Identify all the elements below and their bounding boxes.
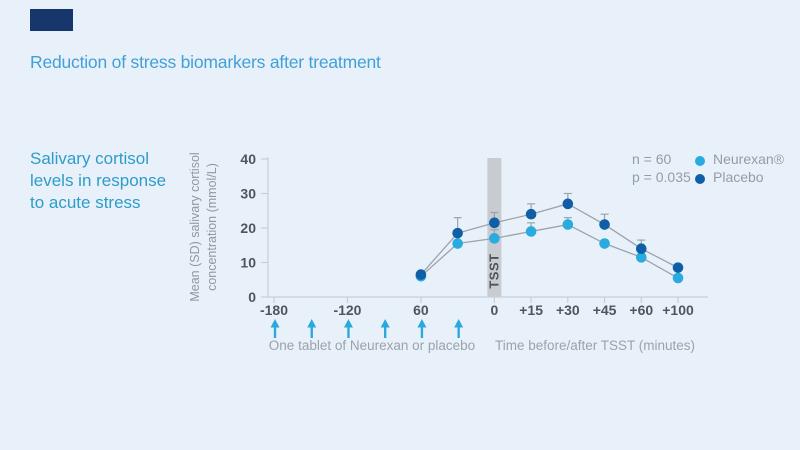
dose-caption: One tablet of Neurexan or placebo [268,338,476,353]
dose-arrow-head [454,319,464,328]
dose-arrow-head [380,319,390,328]
neurexan-point [562,219,574,230]
chart-subtitle: Salivary cortisol levels in response to … [30,149,167,212]
y-tick-label: 30 [240,186,256,202]
legend-label-placebo: Placebo [713,169,764,185]
y-tick-label: 0 [248,289,256,305]
y-tick-label: 40 [240,151,256,167]
tsst-label: TSST [486,253,501,288]
placebo-point [415,269,427,280]
x-tick-label: +15 [519,302,543,318]
x-tick-label: -180 [260,302,288,318]
x-tick-label: 0 [490,302,498,318]
y-tick-label: 20 [240,220,256,236]
x-tick-label: -120 [333,302,361,318]
logo-block [30,9,73,31]
dose-arrow-head [417,319,427,328]
time-axis-caption: Time before/after TSST (minutes) [494,338,696,353]
x-tick-label: +30 [556,302,580,318]
dose-arrow-head [270,319,280,328]
page-title: Reduction of stress biomarkers after tre… [30,52,381,72]
dose-arrow-head [343,319,353,328]
neurexan-point [452,238,463,249]
x-tick-label: +60 [629,302,653,318]
neurexan-point [599,238,610,249]
placebo-point [672,262,684,273]
neurexan-point [636,252,647,263]
neurexan-line [420,223,679,279]
y-tick-label: 10 [240,255,256,271]
placebo-point [452,227,463,239]
x-tick-label: 60 [413,302,429,318]
legend-label-neurexan: Neurexan® [713,151,785,167]
dose-arrow-head [307,319,317,328]
placebo-point [489,217,500,229]
legend-dot-placebo [695,174,705,184]
placebo-point [562,198,574,210]
placebo-point [599,219,610,230]
neurexan-point [525,226,537,237]
x-tick-label: +100 [662,302,694,318]
legend-dot-neurexan [695,156,705,166]
neurexan-point [489,233,500,244]
x-tick-label: +45 [593,302,617,318]
neurexan-point [672,272,684,284]
stat-p: p = 0.035 [632,169,691,185]
placebo-line [420,203,679,276]
placebo-point [636,243,647,254]
stat-n: n = 60 [632,151,672,167]
placebo-point [525,208,537,220]
